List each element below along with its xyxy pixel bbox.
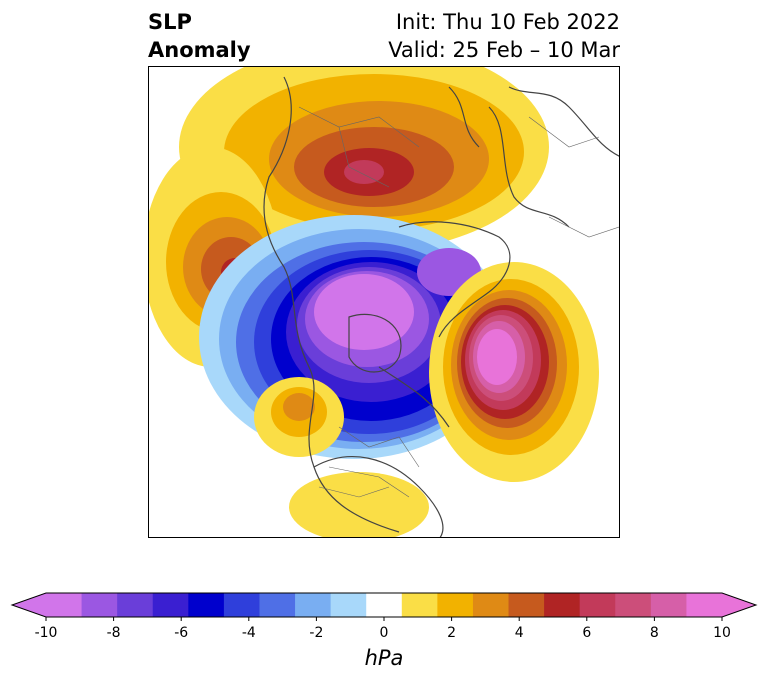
colorbar-cell — [686, 593, 723, 617]
colorbar-cell — [259, 593, 296, 617]
colorbar-cell — [117, 593, 154, 617]
colorbar-tick-label: -10 — [34, 625, 58, 641]
colorbar-cell — [401, 593, 438, 617]
colorbar-cell — [366, 593, 403, 617]
colorbar-tick-label: 10 — [713, 625, 731, 641]
colorbar-cell — [544, 593, 581, 617]
colorbar-tick-label: 0 — [379, 625, 389, 641]
colorbar-cell — [330, 593, 367, 617]
country-borders — [298, 106, 619, 498]
colorbar-cells — [46, 593, 723, 617]
colorbar-tick-label: -8 — [106, 625, 121, 641]
map-title: SLP Anomaly — [148, 8, 251, 64]
colorbar-tick-label: -4 — [241, 625, 256, 641]
colorbar-cell — [650, 593, 687, 617]
colorbar-cell — [508, 593, 545, 617]
colorbar-tick-label: 6 — [582, 625, 592, 641]
init-date: Init: Thu 10 Feb 2022 — [395, 10, 620, 34]
colorbar-cell — [188, 593, 225, 617]
colorbar-tick-label: -6 — [174, 625, 189, 641]
colorbar-cell — [223, 593, 260, 617]
colorbar-ticks — [45, 617, 723, 621]
colorbar-cell — [46, 593, 83, 617]
colorbar — [10, 592, 758, 621]
colorbar-right-extend — [722, 593, 756, 617]
colorbar-cell — [579, 593, 616, 617]
pacific-positive-anomaly — [429, 262, 599, 482]
coastlines — [263, 76, 619, 537]
colorbar-cell — [295, 593, 332, 617]
colorbar-cell — [472, 593, 510, 617]
map-canvas — [149, 67, 619, 537]
colorbar-tick-label: 2 — [447, 625, 457, 641]
europe-positive-anomaly — [179, 67, 549, 252]
title-line-2: Anomaly — [148, 38, 251, 62]
slp-anomaly-map — [148, 66, 620, 538]
colorbar-cell — [615, 593, 652, 617]
colorbar-tick-label: 8 — [649, 625, 659, 641]
colorbar-cell — [437, 593, 474, 617]
title-line-1: SLP — [148, 10, 192, 34]
colorbar-cell — [152, 593, 189, 617]
forecast-dates: Init: Thu 10 Feb 2022 Valid: 25 Feb – 10… — [388, 8, 620, 64]
valid-range: Valid: 25 Feb – 10 Mar — [388, 38, 620, 62]
colorbar-cell — [81, 593, 118, 617]
colorbar-unit-label: hPa — [364, 646, 404, 670]
colorbar-left-extend — [12, 593, 46, 617]
colorbar-tick-label: -2 — [309, 625, 324, 641]
colorbar-tick-label: 4 — [514, 625, 524, 641]
